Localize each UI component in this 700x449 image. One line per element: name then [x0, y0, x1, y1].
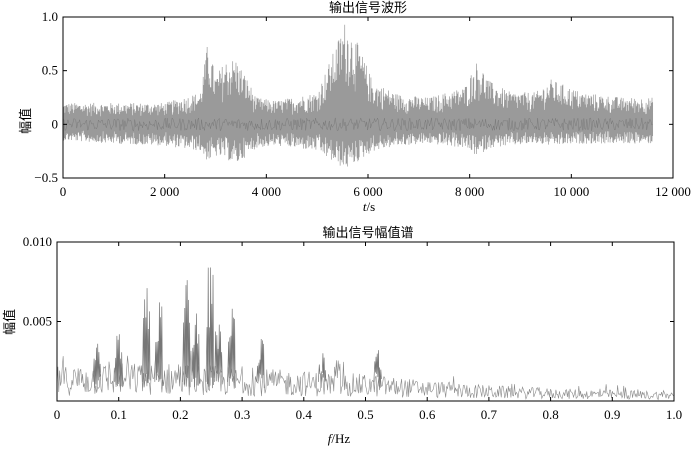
- waveform-ytick-label: 0: [52, 116, 59, 131]
- spectrum-ytick-label: 0.010: [23, 234, 52, 249]
- waveform-xtick-label: 12 000: [655, 184, 691, 199]
- spectrum-xtick-label: 0.6: [419, 407, 436, 422]
- spectrum-xtick-label: 0.5: [357, 407, 373, 422]
- spectrum-peak: [191, 313, 200, 388]
- waveform-xtick-label: 0: [60, 184, 67, 199]
- waveform-trace-core: [62, 117, 653, 132]
- waveform-title: 输出信号波形: [329, 0, 407, 16]
- spectrum-peak: [205, 267, 214, 389]
- waveform-panel: 输出信号波形 幅值 t/s 0 2 000 4 000 6 000 8 000 10 00…: [18, 0, 691, 214]
- spectrum-xtick-label: 0: [54, 407, 61, 422]
- spectrum-peak: [373, 350, 382, 388]
- waveform-plot-frame: [62, 16, 674, 179]
- waveform-signal: [62, 24, 654, 167]
- spectrum-peak: [214, 324, 223, 382]
- waveform-ytick-label: 0.5: [42, 63, 58, 78]
- spectrum-xtick-label: 1.0: [666, 407, 682, 422]
- spectrum-peak: [317, 353, 327, 388]
- spectrum-peak: [92, 343, 102, 389]
- spectrum-title: 输出信号幅值谱: [322, 225, 413, 241]
- waveform-trace: [62, 24, 654, 167]
- spectrum-xtick-label: 0.1: [111, 407, 127, 422]
- spectrum-xtick-label: 0.3: [234, 407, 250, 422]
- waveform-ylabel: 幅值: [18, 108, 34, 134]
- spectrum-signal: [56, 267, 675, 401]
- spectrum-ytick-label: 0.005: [23, 314, 52, 329]
- spectrum-peak: [256, 338, 265, 389]
- spectrum-xtick-label: 0.9: [604, 407, 620, 422]
- spectrum-peak: [154, 302, 163, 386]
- spectrum-xtick-label: 0.4: [296, 407, 313, 422]
- waveform-xtick-label: 6 000: [353, 184, 382, 199]
- spectrum-panel: 输出信号幅值谱 幅值 f/Hz 0 0.1 0.2 0.3 0.4 0.5 0.6 0.7 0.…: [2, 225, 682, 446]
- spectrum-peak: [142, 288, 151, 388]
- waveform-xtick-label: 2 000: [150, 184, 179, 199]
- waveform-xtick-label: 10 000: [553, 184, 589, 199]
- spectrum-ylabel: 幅值: [2, 309, 18, 335]
- spectrum-peak: [227, 308, 236, 388]
- spectrum-xtick-label: 0.7: [481, 407, 498, 422]
- spectrum-peak: [114, 334, 123, 388]
- waveform-ytick-label: −0.5: [34, 170, 58, 185]
- waveform-xtick-label: 4 000: [252, 184, 281, 199]
- waveform-xlabel: t/s: [363, 199, 375, 214]
- spectrum-axis-ticks: 0 0.1 0.2 0.3 0.4 0.5 0.6 0.7 0.8 0.9 1.0 0.005 0.01…: [23, 234, 682, 422]
- spectrum-xtick-label: 0.8: [542, 407, 558, 422]
- spectrum-plot-frame: [56, 241, 675, 402]
- waveform-ytick-label: 1.0: [42, 9, 58, 24]
- spectrum-xtick-label: 0.2: [172, 407, 188, 422]
- spectrum-peak: [182, 280, 191, 388]
- waveform-xtick-label: 8 000: [455, 184, 484, 199]
- spectrum-xlabel: f/Hz: [328, 431, 351, 446]
